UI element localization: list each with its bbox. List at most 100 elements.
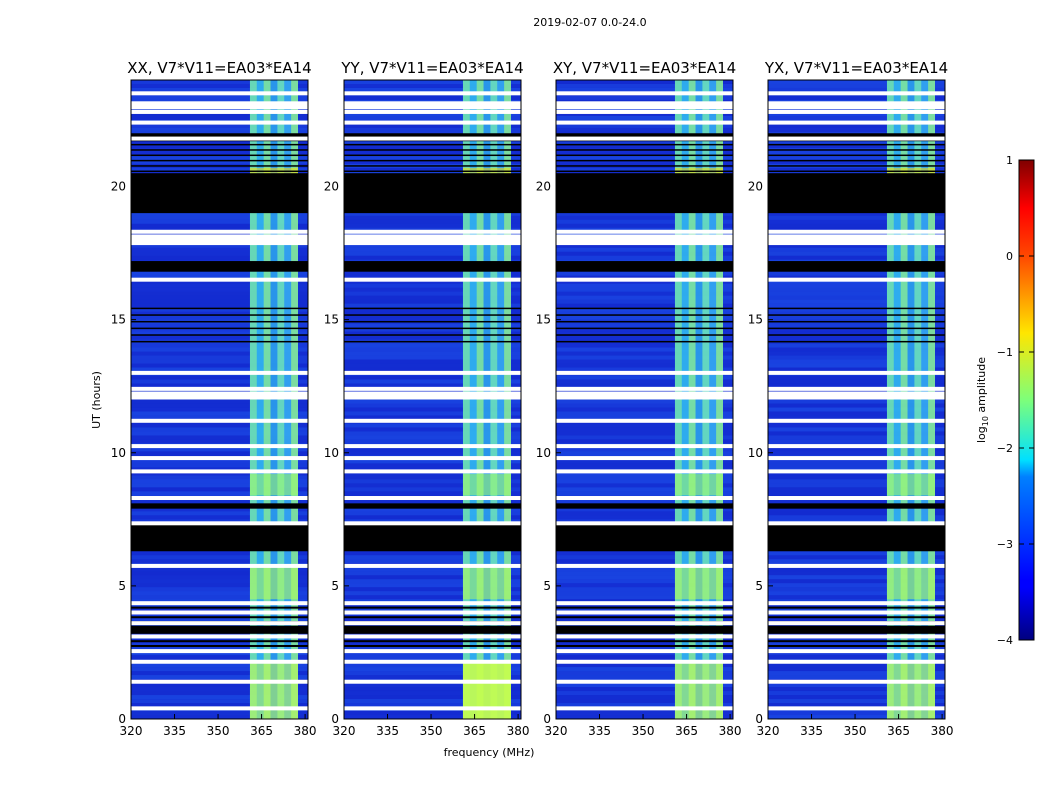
noise-row [556,343,733,348]
noise-row [131,691,308,696]
noise-row [768,243,945,248]
noise-row [131,251,308,256]
noise-row [556,551,733,556]
noise-row [344,243,521,248]
noise-row [556,359,733,364]
noise-row [131,595,308,600]
data-gap [556,706,733,711]
noise-row [768,139,945,144]
hot-spot [249,564,298,600]
colorbar-label: log10 amplitude [975,357,990,443]
data-gap [344,391,521,400]
noise-row [556,559,733,564]
flagged-line [344,159,521,162]
flagged-line [768,154,945,157]
data-gap [344,610,521,615]
data-gap [131,101,308,110]
noise-row [556,655,733,660]
noise-row [131,291,308,296]
noise-row [768,399,945,404]
noise-row [768,407,945,412]
y-tick-label: 15 [748,313,763,327]
noise-row [768,251,945,256]
flagged-line [131,314,308,316]
noise-row [131,355,308,360]
noise-row [131,667,308,672]
x-tick-label: 335 [376,724,399,738]
noise-row [556,87,733,92]
noise-row [556,475,733,480]
noise-row [556,715,733,719]
colorbar-ticks: 1 0 −1 −2 −3 −4 [997,154,1034,647]
flagged-line [131,159,308,162]
noise-row [344,363,521,368]
noise-row [556,311,733,316]
noise-row [131,571,308,576]
noise-row [556,347,733,352]
noise-row [344,435,521,440]
noise-row [556,591,733,596]
hot-spot [249,474,298,496]
noise-row [131,399,308,404]
noise-row [344,459,521,464]
y-tick-label: 20 [748,180,763,194]
flagged-line [768,625,945,628]
noise-row [344,303,521,308]
noise-row [768,95,945,100]
noise-row [344,219,521,224]
data-gap [344,101,521,110]
noise-row [131,379,308,384]
flagged-line [556,606,733,609]
noise-row [131,311,308,316]
data-gap [768,91,945,96]
noise-row [556,243,733,248]
flagged-line [768,320,945,323]
flagged-line [131,154,308,157]
noise-row [768,515,945,520]
x-tick-label: 365 [675,724,698,738]
data-gap [344,563,521,568]
noise-row [344,551,521,556]
noise-row [131,287,308,292]
noise-row [556,331,733,336]
noise-row [131,247,308,252]
data-gap [768,386,945,391]
noise-row [131,559,308,564]
noise-row [344,587,521,592]
data-gap [131,521,308,526]
noise-row [556,123,733,128]
x-tick-label: 365 [250,724,273,738]
flagged-band [768,261,945,272]
data-gap [556,120,733,125]
noise-row [344,127,521,132]
noise-row [131,591,308,596]
noise-row [131,695,308,700]
noise-row [131,271,308,276]
panel-frame [130,79,309,720]
flagged-band [556,524,733,552]
flagged-line [344,149,521,151]
data-gap [768,610,945,615]
x-tick-label: 350 [207,724,230,738]
hot-spot [886,474,935,496]
noise-row [768,483,945,488]
y-tick-label: 5 [755,579,763,593]
flagged-line [131,320,308,323]
panel-frame [343,79,522,720]
noise-row [344,251,521,256]
noise-row [556,699,733,704]
flagged-band [344,261,521,272]
noise-row [556,415,733,420]
flagged-line [344,307,521,310]
flagged-line [131,606,308,609]
noise-row [768,451,945,456]
noise-row [344,451,521,456]
noise-row [131,587,308,592]
flagged-line [556,616,733,619]
data-gap [344,659,521,664]
noise-row [556,687,733,692]
noise-row [131,423,308,428]
noise-row [556,295,733,300]
noise-row [344,715,521,719]
data-gap [768,706,945,711]
